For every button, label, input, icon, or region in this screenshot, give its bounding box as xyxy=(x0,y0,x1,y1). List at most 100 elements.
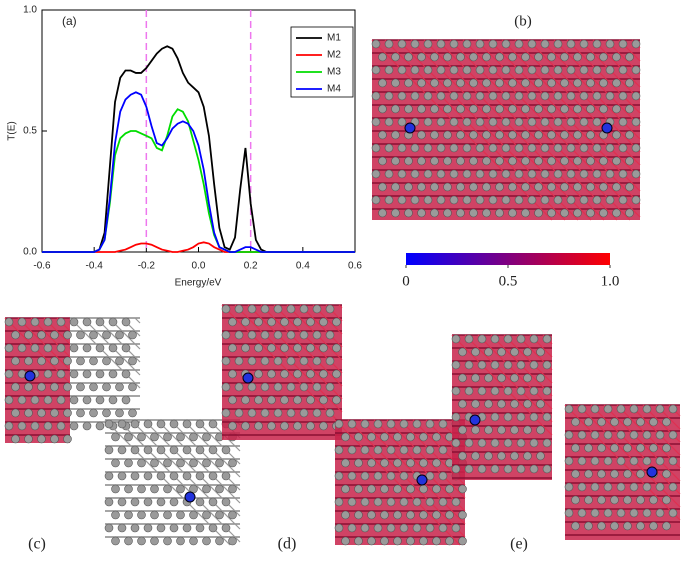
dopant-atom xyxy=(646,466,658,478)
atom xyxy=(599,182,608,192)
atom xyxy=(43,343,53,353)
atom xyxy=(417,156,426,166)
atom xyxy=(30,317,40,327)
atom xyxy=(631,169,641,179)
atom xyxy=(514,195,524,205)
atom xyxy=(24,434,33,444)
atom xyxy=(306,317,315,327)
atom xyxy=(286,408,296,418)
atom xyxy=(514,91,524,101)
atom xyxy=(584,495,593,505)
atom xyxy=(488,169,498,179)
atom xyxy=(82,317,92,327)
atom xyxy=(30,421,40,431)
atom xyxy=(542,386,552,396)
atom xyxy=(573,104,582,114)
atom xyxy=(50,330,59,340)
atom xyxy=(384,117,394,127)
atom xyxy=(603,456,613,466)
atom xyxy=(378,78,387,88)
atom xyxy=(208,419,218,429)
atom xyxy=(169,497,179,507)
atom xyxy=(37,330,46,340)
bond xyxy=(629,404,681,456)
atom xyxy=(430,182,439,192)
atom xyxy=(293,317,302,327)
atom xyxy=(592,91,602,101)
atom xyxy=(430,156,439,166)
bond xyxy=(17,317,71,371)
atom xyxy=(451,523,461,533)
atom xyxy=(397,169,407,179)
atom xyxy=(534,156,543,166)
atom xyxy=(540,169,550,179)
atom xyxy=(516,438,526,448)
atom xyxy=(417,208,426,218)
atom xyxy=(423,39,433,49)
atom xyxy=(347,445,357,455)
atom xyxy=(371,39,381,49)
atom xyxy=(458,451,467,461)
atom xyxy=(573,156,582,166)
atom xyxy=(430,52,439,62)
panel-label: (c) xyxy=(28,536,46,553)
atom xyxy=(527,65,537,75)
atom xyxy=(89,356,98,366)
atom xyxy=(503,464,513,474)
atom xyxy=(221,523,231,533)
atom xyxy=(299,382,309,392)
atom xyxy=(417,182,426,192)
atom xyxy=(417,104,426,114)
atom xyxy=(228,395,237,405)
atom xyxy=(469,208,478,218)
atom xyxy=(618,143,628,153)
atom xyxy=(443,156,452,166)
atom xyxy=(629,456,639,466)
atom xyxy=(341,432,350,442)
atom xyxy=(189,536,198,546)
atom xyxy=(477,464,487,474)
bond xyxy=(590,404,681,495)
atom xyxy=(456,156,465,166)
atom xyxy=(610,495,619,505)
atom xyxy=(124,432,133,442)
atom xyxy=(82,343,92,353)
atom xyxy=(534,104,543,114)
atom xyxy=(508,130,517,140)
atom xyxy=(332,317,341,327)
atom xyxy=(618,65,628,75)
atom xyxy=(497,425,506,435)
atom xyxy=(527,169,537,179)
atom xyxy=(299,304,309,314)
atom xyxy=(215,484,224,494)
atom xyxy=(76,408,85,418)
atom xyxy=(371,195,381,205)
atom xyxy=(464,438,474,448)
atom xyxy=(143,471,153,481)
atom xyxy=(50,408,59,418)
bond xyxy=(514,39,641,166)
atom xyxy=(592,65,602,75)
atom xyxy=(50,382,59,392)
atom xyxy=(247,408,257,418)
atom xyxy=(597,469,606,479)
atom xyxy=(393,510,402,520)
atom xyxy=(586,130,595,140)
atom xyxy=(456,104,465,114)
atom xyxy=(419,536,428,546)
atom xyxy=(510,373,519,383)
atom xyxy=(458,510,467,520)
atom xyxy=(514,169,524,179)
atom xyxy=(306,395,315,405)
atom xyxy=(410,65,420,75)
atom xyxy=(76,330,85,340)
atom xyxy=(540,143,550,153)
bond xyxy=(477,334,553,410)
atom xyxy=(508,52,517,62)
atom xyxy=(412,445,422,455)
atom xyxy=(273,304,283,314)
atom xyxy=(458,347,467,357)
atom xyxy=(102,408,111,418)
atom xyxy=(404,78,413,88)
